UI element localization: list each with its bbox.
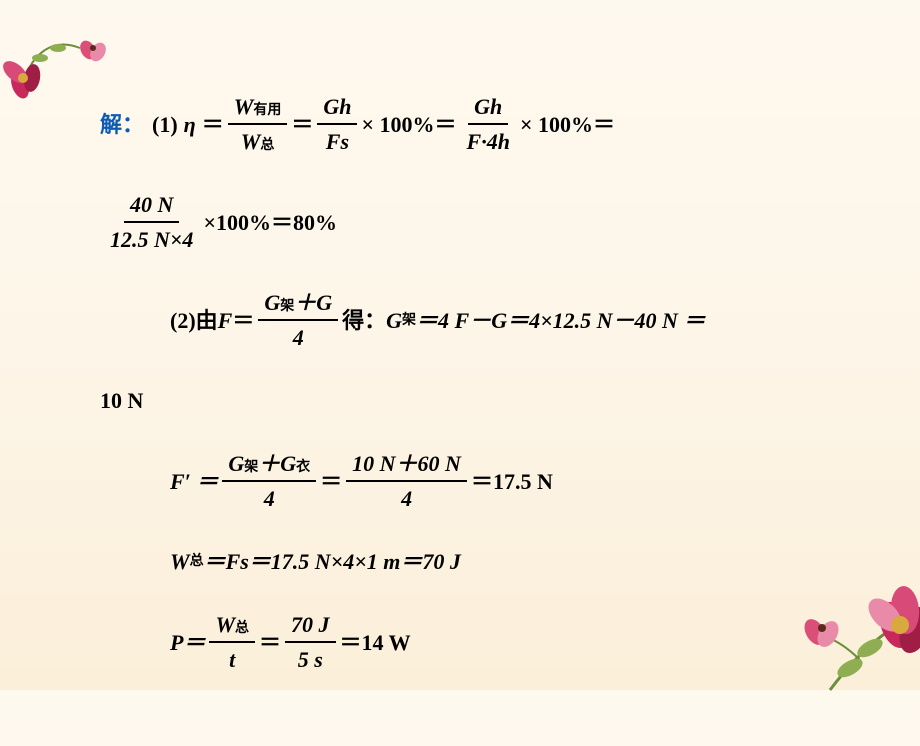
- frac5-plus-g: ＋G: [294, 290, 332, 315]
- frac5-sub: 架: [280, 299, 294, 314]
- frac6-sub1: 架: [244, 460, 258, 475]
- frac7-den: 4: [395, 482, 418, 515]
- frac4-den: 12.5 N×4: [104, 223, 199, 256]
- frac1-den-sub: 总: [260, 138, 274, 153]
- equals-op: ＝: [291, 108, 313, 141]
- eta-symbol: η: [184, 108, 196, 141]
- fraction-2: Gh Fs: [317, 90, 357, 158]
- line7-tail: ＝14 W: [340, 626, 411, 659]
- fraction-6: G架＋G衣 4: [222, 447, 316, 515]
- fraction-1: W有用 W总: [228, 90, 288, 158]
- fraction-4: 40 N 12.5 N×4: [104, 188, 199, 256]
- times-100: × 100%: [361, 108, 434, 141]
- equals-op: ＝: [202, 108, 224, 141]
- obtain-label: 得：: [342, 304, 386, 337]
- flower-bottom-decoration: [770, 570, 920, 720]
- equation-line-2: 40 N 12.5 N×4 ×100%＝80%: [100, 188, 890, 256]
- frac2-den: Fs: [320, 125, 355, 158]
- equation-line-5: F′ ＝ G架＋G衣 4 ＝ 10 N＋60 N 4 ＝17.5 N: [100, 447, 890, 515]
- part2-lead: (2)由: [170, 304, 218, 337]
- frac4-num: 40 N: [124, 188, 179, 223]
- fraction-3: Gh F·4h: [461, 90, 516, 158]
- equation-line-3: (2)由 F ＝ G架＋G 4 得： G 架 ＝4 F－G＝4×12.5 N－4…: [100, 286, 890, 354]
- line2-tail: ×100%＝80%: [203, 206, 337, 239]
- frac6-plus-g: ＋G: [258, 451, 296, 476]
- part-number: (1): [152, 108, 178, 141]
- G-var: G: [386, 304, 402, 337]
- frac7-num: 10 N＋60 N: [346, 447, 467, 482]
- W-var: W: [170, 545, 190, 578]
- equals-op: ＝: [435, 108, 457, 141]
- frac9-den: 5 s: [292, 643, 329, 676]
- equals-op: ＝: [320, 465, 342, 498]
- frac6-den: 4: [258, 482, 281, 515]
- frac3-den: F·4h: [461, 125, 516, 158]
- P-var: P＝: [170, 626, 205, 659]
- frac1-num-w: W: [234, 94, 254, 119]
- equals-op: ＝: [259, 626, 281, 659]
- F-var: F: [218, 304, 233, 337]
- frac8-w: W: [215, 612, 235, 637]
- frac9-num: 70 J: [285, 608, 336, 643]
- line6-rest: ＝Fs＝17.5 N×4×1 m＝70 J: [204, 545, 461, 578]
- W-sub: 总: [190, 551, 204, 572]
- frac8-sub: 总: [235, 621, 249, 636]
- fraction-8: W总 t: [209, 608, 255, 676]
- frac5-g1: G: [264, 290, 280, 315]
- frac5-den: 4: [287, 321, 310, 354]
- frac1-den-w: W: [241, 129, 261, 154]
- frac6-sub2: 衣: [296, 460, 310, 475]
- fraction-9: 70 J 5 s: [285, 608, 336, 676]
- equals-op: ＝: [593, 108, 615, 141]
- flower-top-decoration: [0, 10, 130, 120]
- F-prime: F′ ＝: [170, 465, 218, 498]
- frac8-den: t: [223, 643, 241, 676]
- fraction-5: G架＋G 4: [258, 286, 338, 354]
- G-sub: 架: [402, 310, 416, 331]
- frac2-num: Gh: [317, 90, 357, 125]
- line3-rhs: ＝4 F－G＝4×12.5 N－40 N ＝: [416, 304, 705, 337]
- times-100: × 100%: [520, 108, 593, 141]
- frac3-num: Gh: [468, 90, 508, 125]
- fraction-7: 10 N＋60 N 4: [346, 447, 467, 515]
- equals-op: ＝: [232, 304, 254, 337]
- line5-tail: ＝17.5 N: [471, 465, 553, 498]
- line4-value: 10 N: [100, 384, 143, 417]
- frac6-g1: G: [228, 451, 244, 476]
- equation-line-1: 解： (1) η ＝ W有用 W总 ＝ Gh Fs × 100% ＝ Gh F·…: [100, 90, 890, 158]
- equation-line-4: 10 N: [100, 384, 890, 417]
- frac1-num-sub: 有用: [253, 103, 281, 118]
